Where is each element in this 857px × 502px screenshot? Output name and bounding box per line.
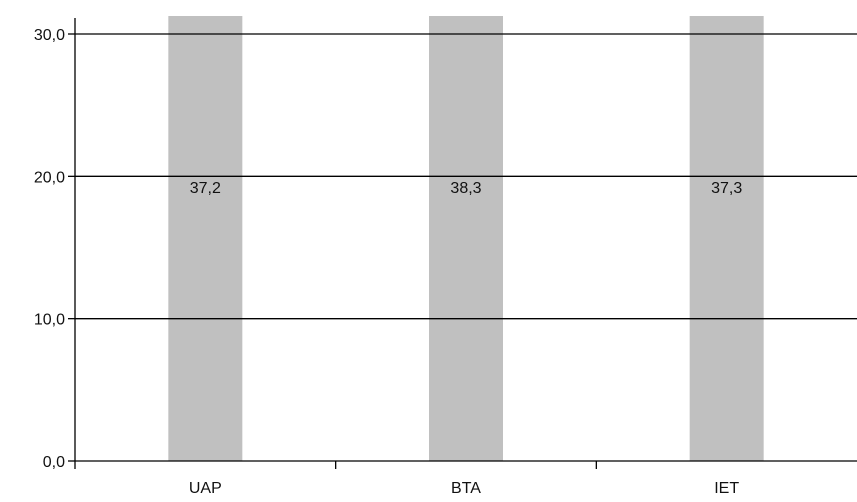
bars-group xyxy=(168,16,764,461)
data-label-bta: 38,3 xyxy=(450,180,481,197)
bar-bta xyxy=(429,16,503,461)
bar-uap xyxy=(168,16,243,461)
x-tick-label: IET xyxy=(714,480,739,497)
y-tick-label: 20,0 xyxy=(34,169,65,186)
y-tick-label: 0,0 xyxy=(43,454,65,471)
gridlines-group xyxy=(75,33,857,320)
data-label-iet: 37,3 xyxy=(711,180,742,197)
axes-group xyxy=(68,18,857,469)
bar-iet xyxy=(689,16,764,461)
labels-group: 0,0 10,0 20,0 30,0 UAP 37,2 BTA 38,3 IET 37,3 xyxy=(34,27,742,497)
data-label-uap: 37,2 xyxy=(190,180,221,197)
y-tick-label: 30,0 xyxy=(34,27,65,44)
x-tick-label: BTA xyxy=(451,480,481,497)
y-tick-label: 10,0 xyxy=(34,312,65,329)
x-tick-label: UAP xyxy=(189,480,222,497)
